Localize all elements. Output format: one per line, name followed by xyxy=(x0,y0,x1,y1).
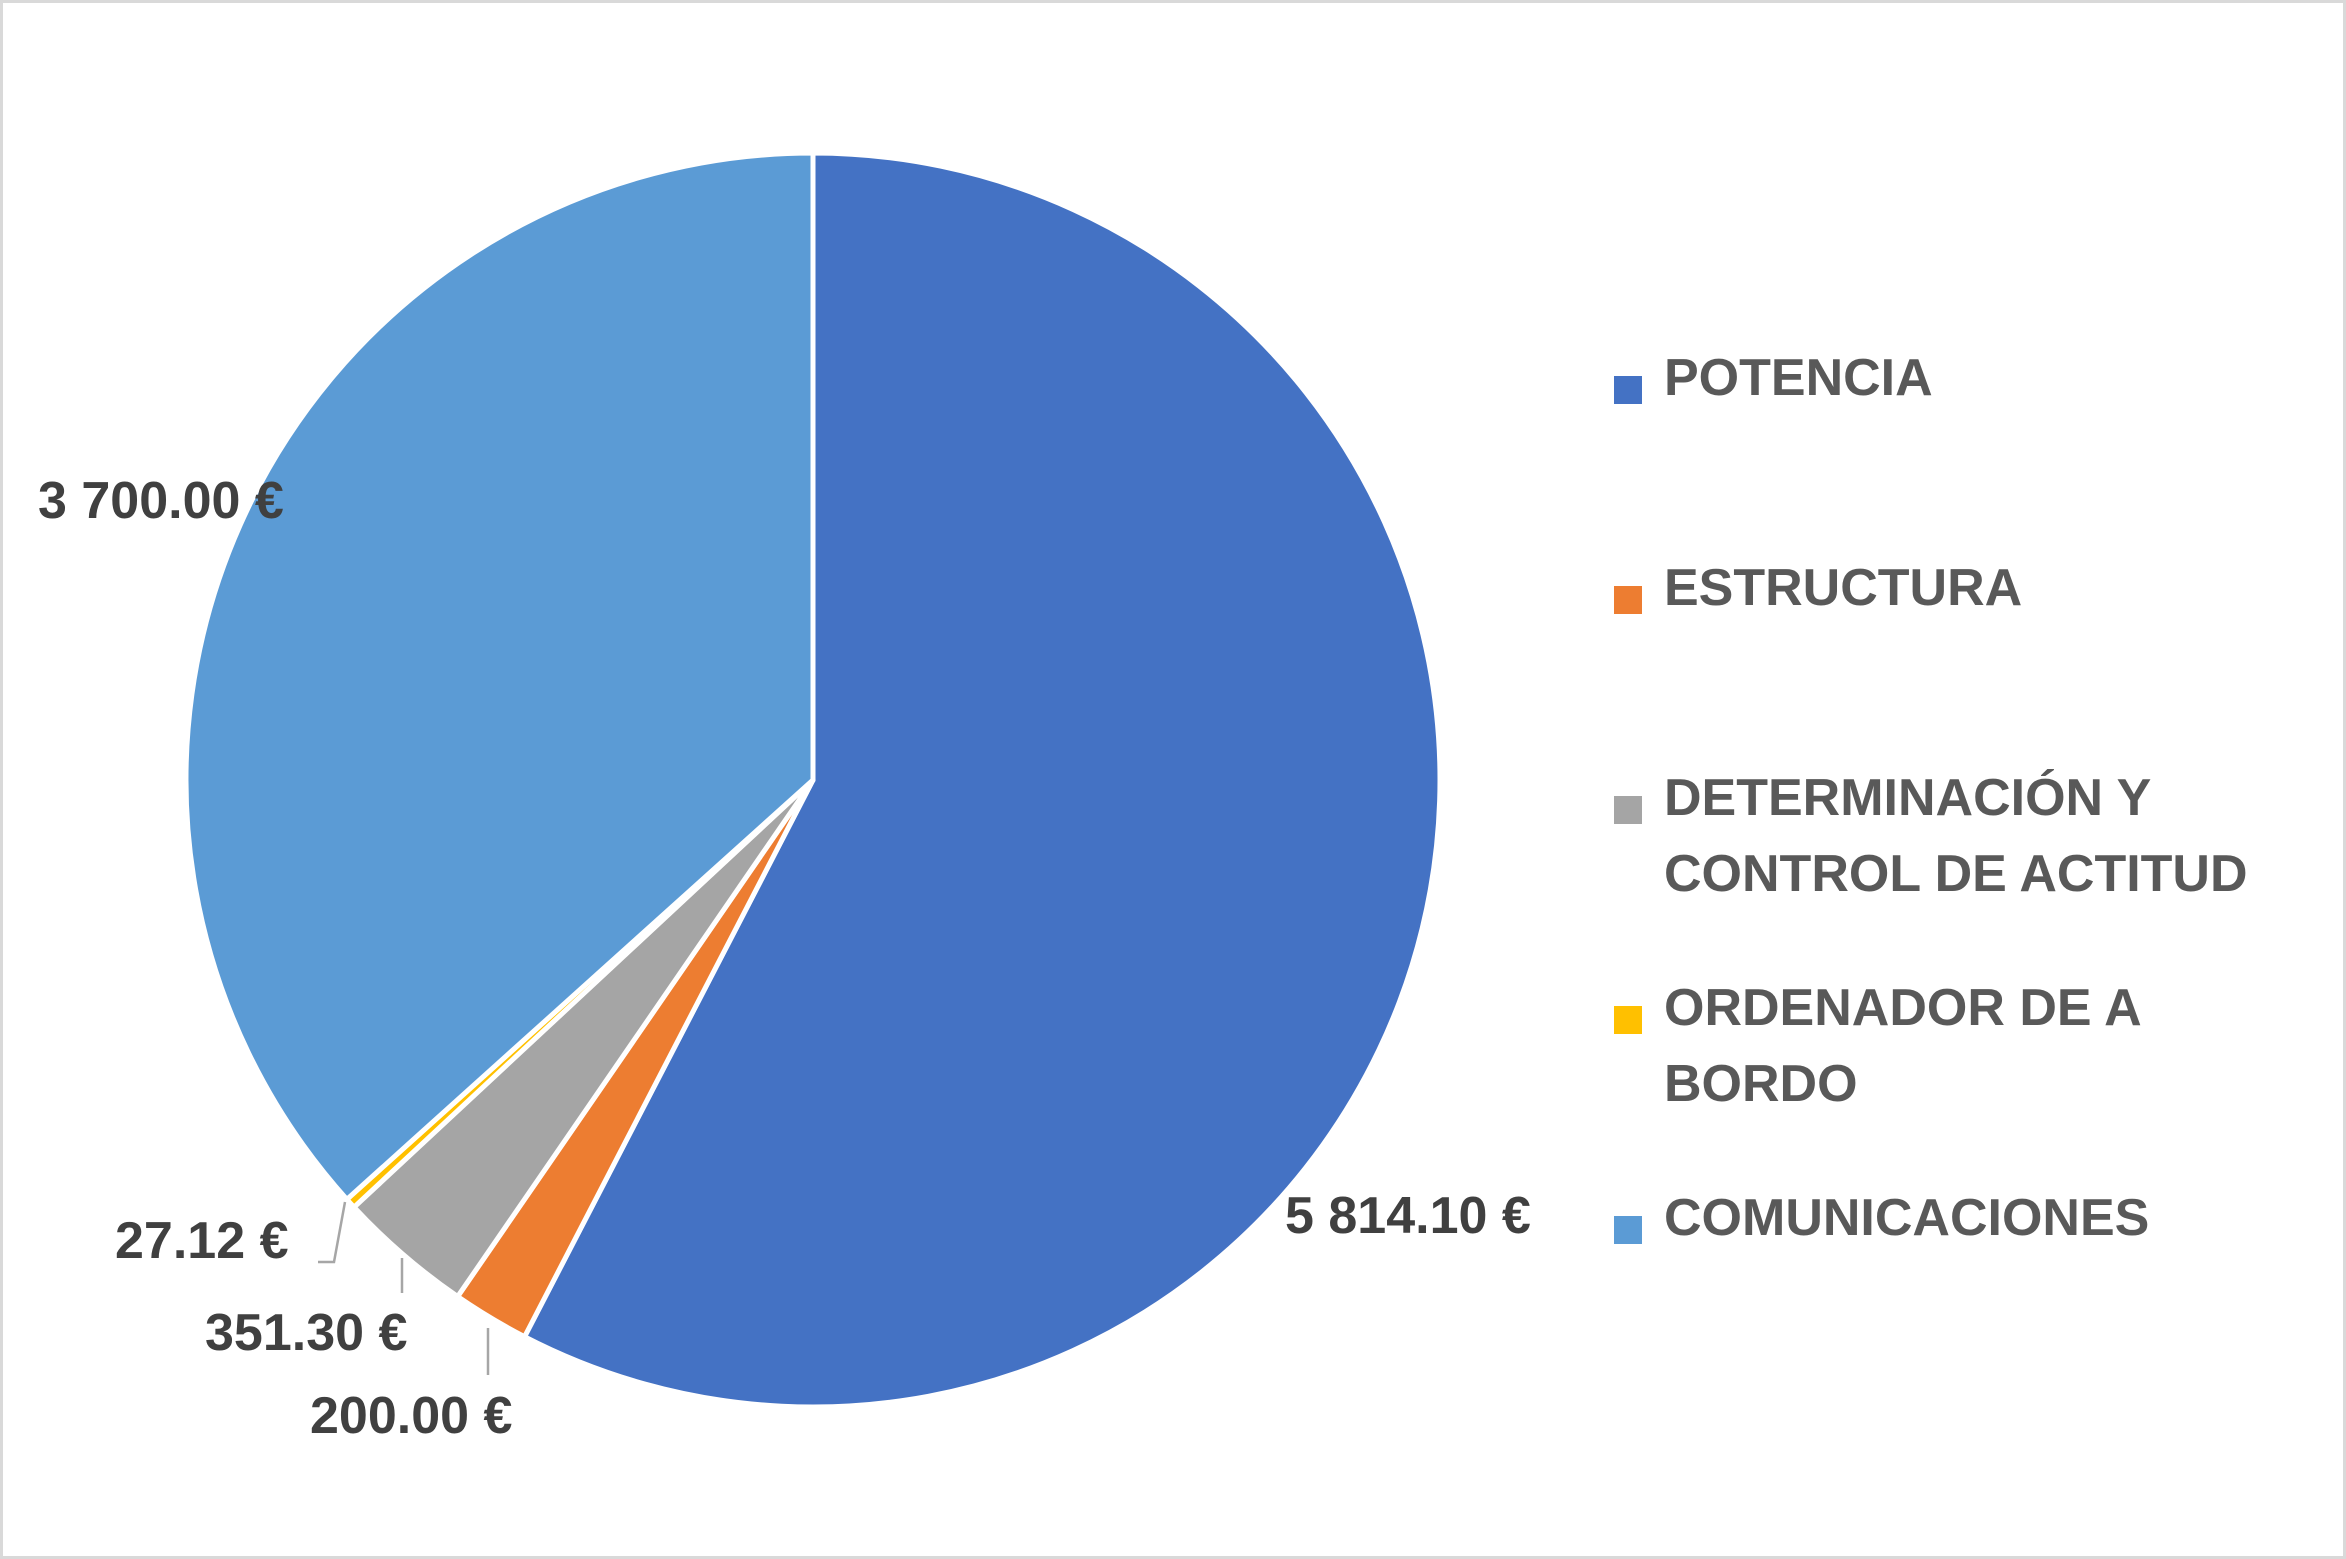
data-label-potencia: 5 814.10 € xyxy=(1285,1187,1531,1245)
data-label-ordenador: 27.12 € xyxy=(115,1212,289,1270)
legend-swatch-determinacion xyxy=(1614,796,1642,824)
legend-label-comunicaciones: COMUNICACIONES xyxy=(1664,1189,2150,1247)
data-label-estructura: 200.00 € xyxy=(310,1387,512,1445)
legend-swatch-comunicaciones xyxy=(1614,1216,1642,1244)
data-label-determinacion: 351.30 € xyxy=(205,1304,407,1362)
pie-slice-comunicaciones[interactable] xyxy=(183,150,816,1202)
legend-swatch-potencia xyxy=(1614,376,1642,404)
legend-swatch-ordenador xyxy=(1614,1006,1642,1034)
legend-label-potencia: POTENCIA xyxy=(1664,349,1933,407)
legend-label-ordenador: ORDENADOR DE A BORDO xyxy=(1664,979,2140,1113)
legend-label-estructura: ESTRUCTURA xyxy=(1664,559,2023,617)
legend-label-determinacion: DETERMINACIÓN Y CONTROL DE ACTITUD xyxy=(1664,769,2248,903)
pie-slice-potencia[interactable] xyxy=(522,150,1443,1410)
legend-swatch-estructura xyxy=(1614,586,1642,614)
data-label-comunicaciones: 3 700.00 € xyxy=(38,472,284,530)
leader-line-ordenador xyxy=(318,1201,347,1264)
